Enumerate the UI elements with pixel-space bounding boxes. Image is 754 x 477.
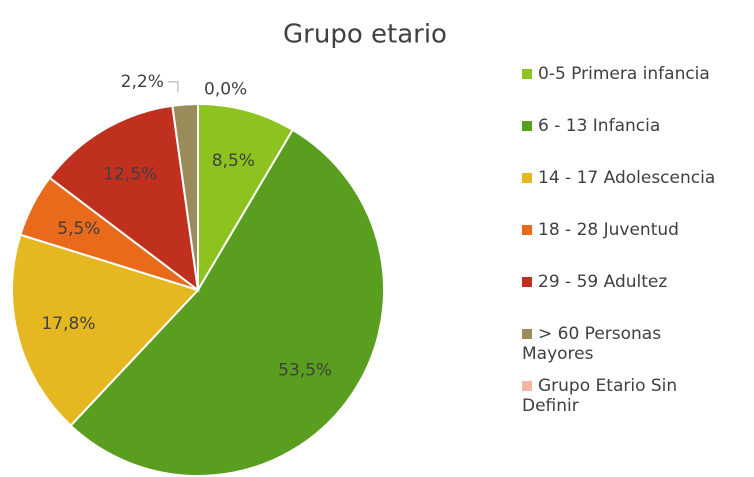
legend-label: 14 - 17 Adolescencia — [538, 168, 716, 188]
legend-entry: 14 - 17 Adolescencia — [522, 168, 722, 188]
legend-label: Grupo Etario Sin Definir — [522, 376, 678, 416]
legend-swatch — [522, 121, 532, 131]
legend-entry: Grupo Etario Sin Definir — [522, 376, 722, 416]
pie-slice — [48, 104, 200, 293]
legend-entry: > 60 Personas Mayores — [522, 324, 722, 364]
legend-swatch — [522, 381, 532, 391]
legend-label: 18 - 28 Juventud — [538, 220, 679, 240]
legend-swatch — [522, 329, 532, 339]
legend-swatch — [522, 69, 532, 79]
chart-title: Grupo etario — [283, 20, 447, 50]
data-label: 2,2% — [121, 72, 164, 92]
legend-label: 0-5 Primera infancia — [538, 64, 710, 84]
pie-slice — [197, 102, 295, 294]
legend-label: 6 - 13 Infancia — [538, 116, 661, 136]
legend-label: > 60 Personas Mayores — [522, 324, 662, 364]
data-label: 0,0% — [204, 79, 247, 99]
legend-swatch — [522, 277, 532, 287]
legend-entry: 0-5 Primera infancia — [522, 64, 722, 84]
pie-slice — [11, 233, 200, 428]
legend-entry: 6 - 13 Infancia — [522, 116, 722, 136]
data-label: 5,5% — [57, 219, 100, 239]
data-label: 17,8% — [41, 314, 95, 334]
data-label: 12,5% — [103, 165, 157, 185]
data-label: 8,5% — [212, 151, 255, 171]
legend-swatch — [522, 173, 532, 183]
legend-entry: 29 - 59 Adultez — [522, 272, 722, 292]
legend-entry: 18 - 28 Juventud — [522, 220, 722, 240]
leader-line — [167, 81, 179, 92]
data-label: 53,5% — [278, 360, 332, 380]
pie-slice — [69, 128, 385, 477]
legend-swatch — [522, 225, 532, 235]
legend-label: 29 - 59 Adultez — [538, 272, 668, 292]
